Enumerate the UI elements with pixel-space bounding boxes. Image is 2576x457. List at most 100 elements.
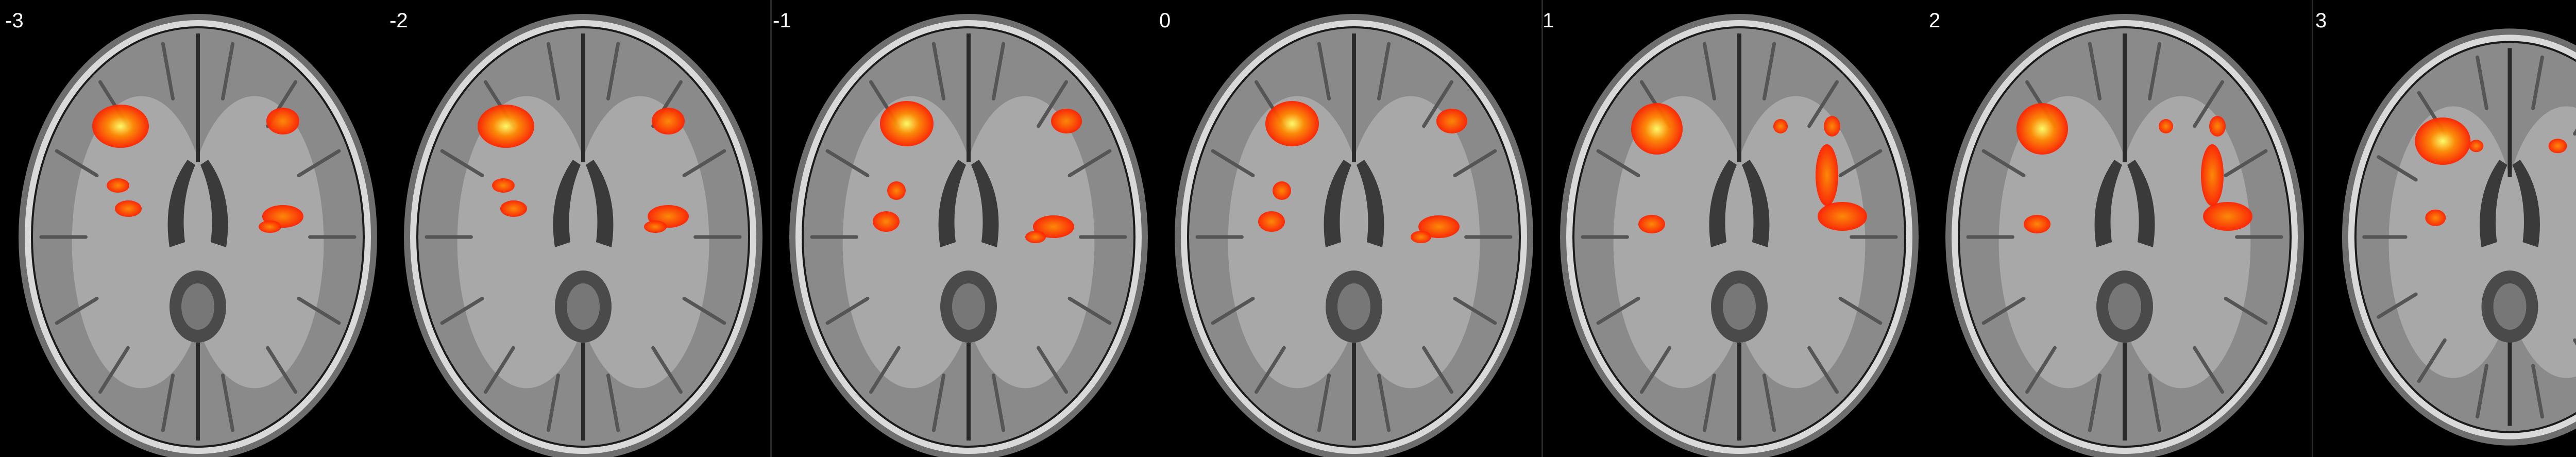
sulcus: [1317, 373, 1331, 432]
activation-cluster: [478, 105, 534, 148]
activation-cluster: [2159, 119, 2173, 133]
sulcus: [825, 296, 870, 325]
slice-panel-1: -2: [385, 0, 771, 457]
sulcus: [2088, 42, 2102, 101]
panel-divider: [2312, 0, 2313, 457]
activation-cluster: [1824, 116, 1840, 137]
activation-cluster: [1773, 119, 1788, 133]
brainstem: [1723, 283, 1756, 330]
sulcus: [1639, 346, 1671, 394]
sulcus: [297, 296, 341, 325]
activation-cluster: [873, 211, 900, 232]
slice-panel-3: 0: [1156, 0, 1541, 457]
sulcus: [1211, 149, 1255, 178]
sulcus: [682, 296, 726, 325]
activation-cluster: [1411, 231, 1431, 243]
brain-slice-image: [1945, 14, 2304, 457]
white-matter-right: [956, 96, 1095, 388]
sulcus: [2147, 42, 2162, 101]
sulcus: [2531, 364, 2544, 419]
sulcus: [1762, 373, 1776, 432]
sulcus: [2476, 55, 2488, 110]
activation-cluster: [1816, 144, 1838, 206]
sulcus: [991, 373, 1006, 432]
left-ventricle: [553, 160, 581, 247]
sulcus: [297, 149, 341, 178]
sulcus: [1377, 42, 1391, 101]
sulcus: [1702, 42, 1717, 101]
sulcus: [606, 373, 620, 432]
activation-cluster: [1258, 211, 1285, 232]
activation-cluster: [115, 200, 142, 217]
sulcus: [2193, 80, 2225, 128]
activation-cluster: [1436, 109, 1467, 133]
right-ventricle: [200, 160, 228, 247]
sulcus: [221, 42, 235, 101]
activation-cluster: [1638, 215, 1665, 233]
sulcus: [1838, 296, 1883, 325]
sulcus: [161, 373, 175, 432]
brain-slice-image: [1175, 14, 1533, 457]
white-matter-right: [2112, 96, 2251, 388]
slice-label: 2: [1929, 9, 1941, 32]
sulcus: [2025, 346, 2057, 394]
sulcus: [651, 346, 683, 394]
right-ventricle: [2127, 160, 2155, 247]
activation-cluster: [2415, 117, 2471, 165]
sulcus: [1422, 346, 1454, 394]
brainstem: [567, 283, 600, 330]
left-ventricle: [1324, 160, 1351, 247]
activation-cluster: [500, 200, 527, 217]
sulcus: [2147, 373, 2162, 432]
sulcus: [55, 149, 99, 178]
white-matter-right: [1726, 96, 1866, 388]
sulcus: [1037, 80, 1069, 128]
sulcus: [1037, 346, 1069, 394]
brain-slice-image: [19, 14, 377, 457]
sulcus: [1762, 42, 1776, 101]
activation-cluster: [1818, 202, 1867, 231]
activation-cluster: [2425, 209, 2446, 226]
sulcus: [1838, 149, 1883, 178]
activation-cluster: [266, 108, 299, 134]
panel-divider: [770, 0, 772, 457]
slice-panel-6: 3: [2312, 0, 2576, 457]
brain-slice-image: [1560, 14, 1919, 457]
brainstem: [181, 283, 214, 330]
sulcus: [1211, 296, 1255, 325]
sulcus: [2377, 292, 2418, 319]
slice-panel-0: -3: [0, 0, 385, 457]
activation-cluster: [2203, 202, 2252, 231]
slice-label: 3: [2315, 9, 2327, 32]
activation-cluster: [1273, 181, 1291, 200]
brain-slice-image: [2342, 28, 2576, 446]
activation-cluster: [2548, 139, 2567, 154]
activation-cluster: [2469, 140, 2484, 153]
activation-cluster: [1025, 231, 1046, 243]
activation-cluster: [644, 221, 667, 233]
sulcus: [2193, 346, 2225, 394]
right-ventricle: [1357, 160, 1384, 247]
brainstem: [952, 283, 985, 330]
left-ventricle: [2094, 160, 2122, 247]
activation-cluster: [259, 221, 281, 233]
sulcus: [931, 373, 946, 432]
slice-label: -1: [773, 9, 791, 32]
sulcus: [1317, 42, 1331, 101]
activation-cluster: [492, 178, 515, 193]
sulcus: [266, 346, 298, 394]
sulcus: [1702, 373, 1717, 432]
white-matter-right: [1341, 96, 1480, 388]
activation-cluster: [652, 108, 685, 134]
sulcus: [825, 149, 870, 178]
slice-label: -2: [389, 9, 408, 32]
sulcus: [55, 296, 99, 325]
activation-cluster: [107, 178, 129, 193]
sulcus: [1067, 296, 1112, 325]
right-ventricle: [1742, 160, 1770, 247]
left-ventricle: [2480, 160, 2507, 247]
slice-panel-5: 2: [1927, 0, 2312, 457]
sulcus: [2417, 338, 2447, 383]
sulcus: [1453, 149, 1497, 178]
sulcus: [1596, 149, 1640, 178]
